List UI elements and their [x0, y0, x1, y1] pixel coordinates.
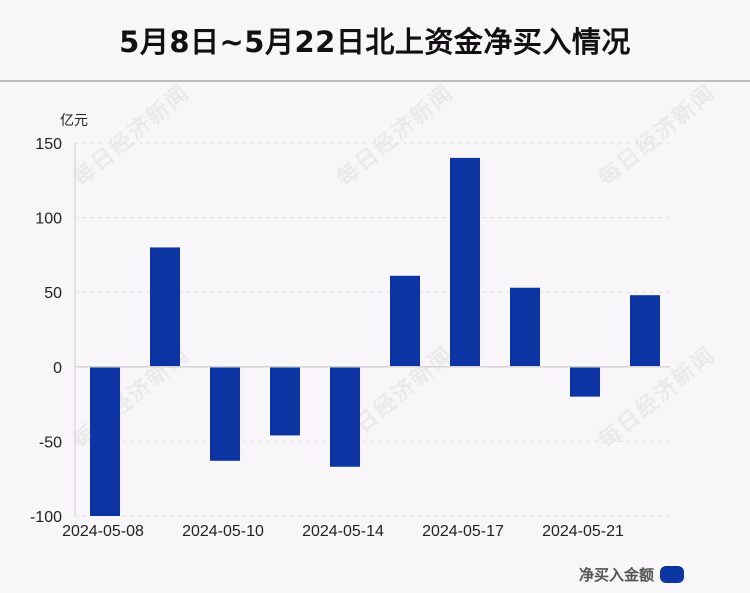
y-tick-label: 0: [53, 360, 62, 377]
x-tick-label: 2024-05-17: [422, 523, 504, 540]
legend-label: 净买入金额: [578, 566, 654, 584]
bar: [210, 366, 240, 461]
legend: 净买入金额: [579, 564, 684, 585]
bar: [90, 366, 120, 516]
y-tick-label: 150: [35, 136, 62, 153]
x-tick-label: 2024-05-14: [302, 523, 384, 540]
bar: [510, 287, 540, 367]
legend-swatch: [660, 566, 684, 583]
title-divider: [0, 80, 750, 82]
bar: [150, 247, 180, 367]
bar: [330, 366, 360, 467]
bar: [270, 366, 300, 436]
x-tick-label: 2024-05-10: [182, 523, 264, 540]
chart-title: 5月8日~5月22日北上资金净买入情况: [119, 25, 631, 59]
y-tick-label: -100: [30, 509, 62, 526]
y-tick-label: 100: [35, 211, 62, 228]
bar: [450, 157, 480, 367]
bar: [390, 275, 420, 367]
bar: [570, 366, 600, 397]
bar: [630, 295, 660, 367]
x-tick-label: 2024-05-08: [62, 523, 144, 540]
y-tick-label: 50: [44, 285, 62, 302]
x-tick-label: 2024-05-21: [542, 523, 624, 540]
y-tick-label: -50: [39, 434, 62, 451]
y-axis-unit-label: 亿元: [60, 113, 88, 129]
